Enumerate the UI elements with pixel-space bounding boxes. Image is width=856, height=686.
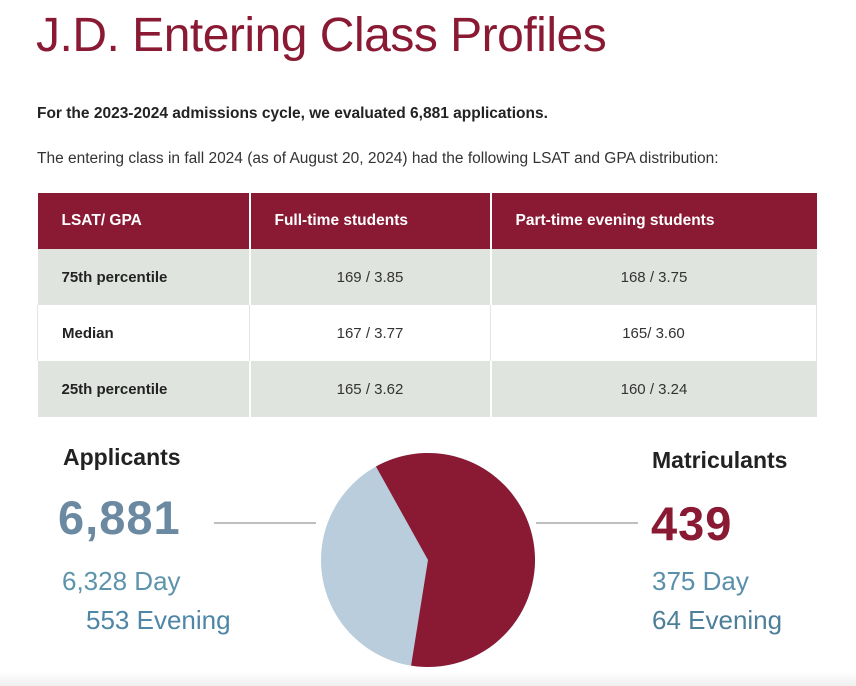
row-label: 25th percentile (37, 361, 251, 417)
applicants-total: 6,881 (58, 491, 181, 544)
row-label: 75th percentile (37, 249, 251, 305)
applicants-heading: Applicants (63, 444, 181, 470)
header-full-time: Full-time students (249, 193, 492, 249)
matriculants-heading: Matriculants (652, 447, 788, 473)
full-time-value: 165 / 3.62 (249, 361, 492, 417)
part-time-value: 160 / 3.24 (490, 361, 817, 417)
table-row: 75th percentile 169 / 3.85 168 / 3.75 (37, 249, 817, 305)
applicants-connector-line (214, 522, 316, 524)
row-label: Median (37, 305, 250, 361)
applicants-matriculants-pie (321, 452, 536, 667)
matriculants-total: 439 (651, 497, 733, 550)
matriculants-connector-line (536, 522, 638, 524)
table-row: Median 167 / 3.77 165/ 3.60 (37, 305, 817, 361)
lsat-gpa-table: LSAT/ GPA Full-time students Part-time e… (37, 193, 817, 417)
table-header-row: LSAT/ GPA Full-time students Part-time e… (37, 193, 817, 249)
table-row: 25th percentile 165 / 3.62 160 / 3.24 (37, 361, 817, 417)
part-time-value: 165/ 3.60 (490, 305, 817, 361)
header-part-time: Part-time evening students (490, 193, 817, 249)
intro-applications: For the 2023-2024 admissions cycle, we e… (37, 105, 548, 122)
applicants-evening: 553 Evening (86, 605, 231, 635)
full-time-value: 167 / 3.77 (249, 305, 491, 361)
header-lsat-gpa: LSAT/ GPA (37, 193, 251, 249)
matriculants-evening: 64 Evening (652, 605, 783, 635)
page-bottom-edge (0, 672, 856, 686)
applicants-day: 6,328 Day (62, 566, 181, 596)
part-time-value: 168 / 3.75 (490, 249, 817, 305)
matriculants-day: 375 Day (652, 566, 749, 596)
full-time-value: 169 / 3.85 (249, 249, 492, 305)
pie-slice-matriculants (375, 452, 536, 667)
intro-distribution: The entering class in fall 2024 (as of A… (37, 150, 719, 167)
page-title: J.D. Entering Class Profiles (36, 9, 607, 62)
